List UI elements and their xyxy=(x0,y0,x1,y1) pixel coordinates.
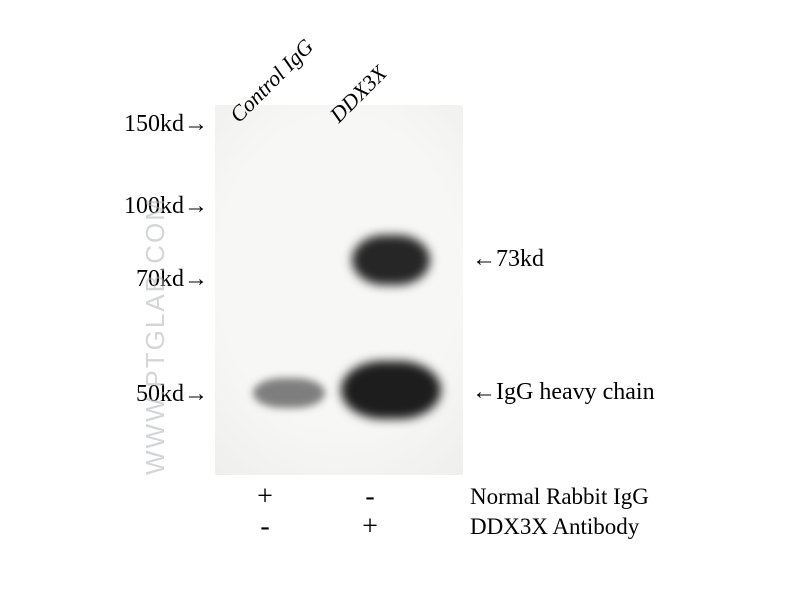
callout-73kd: ←73kd xyxy=(472,246,544,273)
watermark-text: WWW.PTGLAB.COM xyxy=(140,197,171,475)
blot-band xyxy=(253,378,325,408)
arrow-right-icon: → xyxy=(184,381,208,407)
blot-band xyxy=(341,361,441,419)
arrow-right-icon: → xyxy=(184,193,208,219)
cond-mark: + xyxy=(350,511,390,543)
cond-label-normal-rabbit-igg: Normal Rabbit IgG xyxy=(470,484,649,510)
callout-label: IgG heavy chain xyxy=(496,379,655,405)
cond-mark: - xyxy=(245,511,285,543)
ladder-50kd: 50kd→ xyxy=(98,381,208,408)
callout-igg-heavy-chain: ←IgG heavy chain xyxy=(472,379,655,406)
western-blot-image xyxy=(215,105,463,475)
blot-band xyxy=(352,235,430,285)
ladder-value: 150kd xyxy=(124,111,184,137)
ladder-value: 70kd xyxy=(136,266,184,292)
callout-label: 73kd xyxy=(496,246,544,272)
arrow-right-icon: → xyxy=(184,111,208,137)
arrow-right-icon: → xyxy=(184,266,208,292)
arrow-left-icon: ← xyxy=(472,246,496,272)
figure-stage: Control IgG DDX3X 150kd→ 100kd→ 70kd→ 50… xyxy=(0,0,800,600)
cond-label-ddx3x-antibody: DDX3X Antibody xyxy=(470,514,639,540)
ladder-70kd: 70kd→ xyxy=(98,266,208,293)
ladder-150kd: 150kd→ xyxy=(98,111,208,138)
ladder-value: 50kd xyxy=(136,381,184,407)
ladder-100kd: 100kd→ xyxy=(98,193,208,220)
cond-mark: + xyxy=(245,481,285,513)
ladder-value: 100kd xyxy=(124,193,184,219)
cond-mark: - xyxy=(350,481,390,513)
arrow-left-icon: ← xyxy=(472,379,496,405)
